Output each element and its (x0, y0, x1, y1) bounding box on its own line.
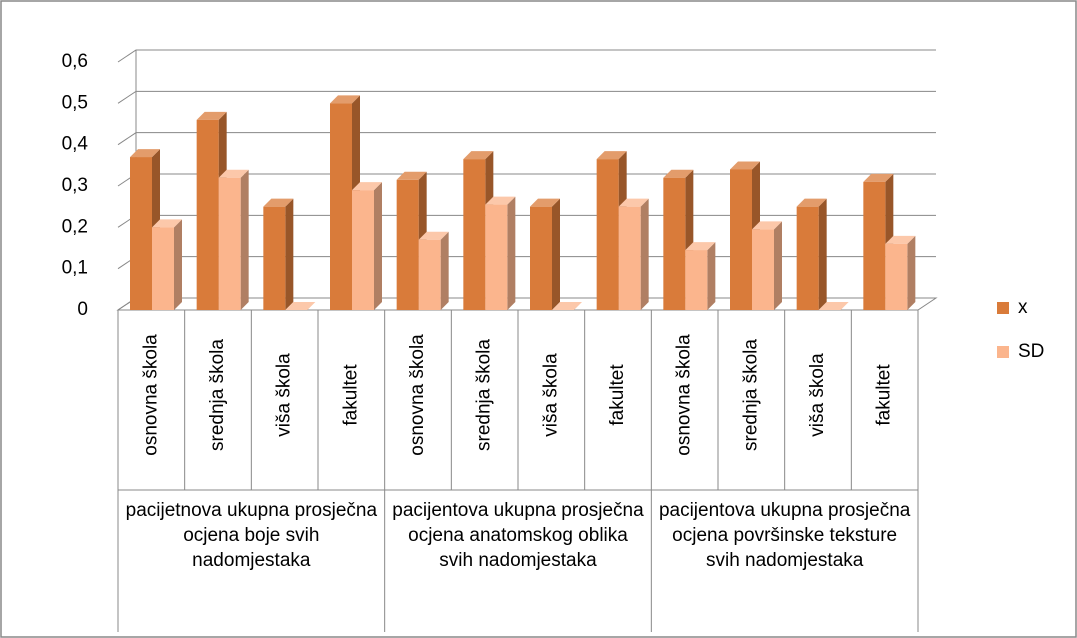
bar-top (152, 219, 182, 228)
bar (618, 206, 641, 310)
bar-side (240, 169, 249, 310)
y-tick-label: 0,5 (62, 92, 88, 113)
y-tick-label: 0,3 (62, 175, 88, 196)
bar-top (796, 198, 827, 207)
y-tick-label: 0,4 (62, 134, 89, 155)
bar-side (640, 198, 649, 310)
bar-top (485, 196, 516, 205)
bar (196, 119, 219, 310)
bar-top (685, 242, 716, 251)
legend-label: x (1018, 297, 1028, 318)
bar-top (196, 111, 227, 120)
x-tick-label: viša škola (274, 353, 295, 437)
bar (418, 239, 441, 310)
legend-swatch (997, 346, 1009, 358)
bar-side (285, 198, 294, 310)
bar-top (552, 302, 582, 310)
bar (396, 179, 419, 310)
bar-top (263, 198, 294, 207)
bar (218, 177, 241, 310)
x-tick-label: viša škola (540, 353, 561, 437)
legend-swatch (997, 302, 1009, 314)
bar-top (418, 231, 449, 240)
bar-top (285, 302, 316, 310)
bar-top (863, 173, 894, 182)
bar-side (374, 182, 382, 310)
x-tick-label: osnovna škola (674, 334, 695, 456)
bar (130, 157, 152, 310)
bar (685, 250, 708, 310)
bar-top (596, 151, 627, 160)
x-tick-label: fakultet (874, 364, 895, 426)
x-tick-label: osnovna škola (140, 334, 161, 456)
bar (485, 204, 508, 310)
bar-top (885, 235, 916, 244)
x-tick-label: fakultet (340, 364, 361, 426)
bar (596, 159, 619, 310)
bar (330, 103, 352, 310)
bar (730, 169, 752, 310)
bar-top (330, 95, 360, 104)
x-tick-label: srednja škola (207, 339, 228, 451)
bar-top (618, 198, 649, 207)
y-tick-label: 0,2 (62, 216, 88, 237)
bar-side (552, 198, 560, 310)
x-tick-label: fakultet (607, 364, 628, 426)
bar (263, 206, 286, 310)
legend-label: SD (1018, 341, 1044, 362)
y-tick-label: 0,6 (62, 51, 88, 72)
x-tick-label: srednja škola (474, 339, 495, 451)
bar (796, 206, 819, 310)
y-tick-label: 0 (77, 299, 88, 320)
group-label: pacijentova ukupna prosječna ocjena anat… (392, 500, 644, 571)
group-label-box: pacijentova ukupna prosječna ocjena povr… (658, 500, 911, 571)
bar (463, 159, 486, 310)
bar-side (507, 196, 516, 310)
bar-side (174, 219, 182, 310)
bar (885, 243, 908, 310)
grid-line (117, 90, 936, 104)
bar-side (907, 235, 916, 310)
bar (752, 229, 774, 310)
bar-side (818, 198, 827, 310)
x-tick-label: viša škola (807, 353, 828, 437)
grid-line (117, 132, 936, 146)
bar (863, 181, 886, 310)
group-label: pacijetnova ukupna prosječna ocjena boje… (125, 500, 378, 571)
bar-top (218, 169, 249, 178)
bar-side (440, 231, 449, 310)
y-tick-label: 0,1 (62, 258, 88, 279)
bar-top (752, 221, 782, 230)
bar-top (818, 302, 849, 310)
bar (663, 177, 686, 310)
bar-top (352, 182, 382, 191)
bar-top (730, 161, 760, 170)
bar-top (663, 169, 694, 178)
bar-top (130, 149, 160, 158)
x-tick-label: osnovna škola (407, 334, 428, 456)
bar-top (463, 151, 494, 160)
group-label: pacijentova ukupna prosječna ocjena povr… (658, 500, 911, 571)
bar (152, 227, 174, 310)
x-tick-label: srednja škola (740, 339, 761, 451)
bar (352, 190, 374, 310)
group-label-box: pacijentova ukupna prosječna ocjena anat… (392, 500, 644, 571)
grid-line (117, 49, 936, 63)
bar (530, 206, 552, 310)
bar-top (530, 198, 560, 207)
bar-side (707, 242, 716, 310)
group-label-box: pacijetnova ukupna prosječna ocjena boje… (125, 500, 378, 571)
bar-side (774, 221, 782, 310)
bar-top (396, 171, 427, 180)
